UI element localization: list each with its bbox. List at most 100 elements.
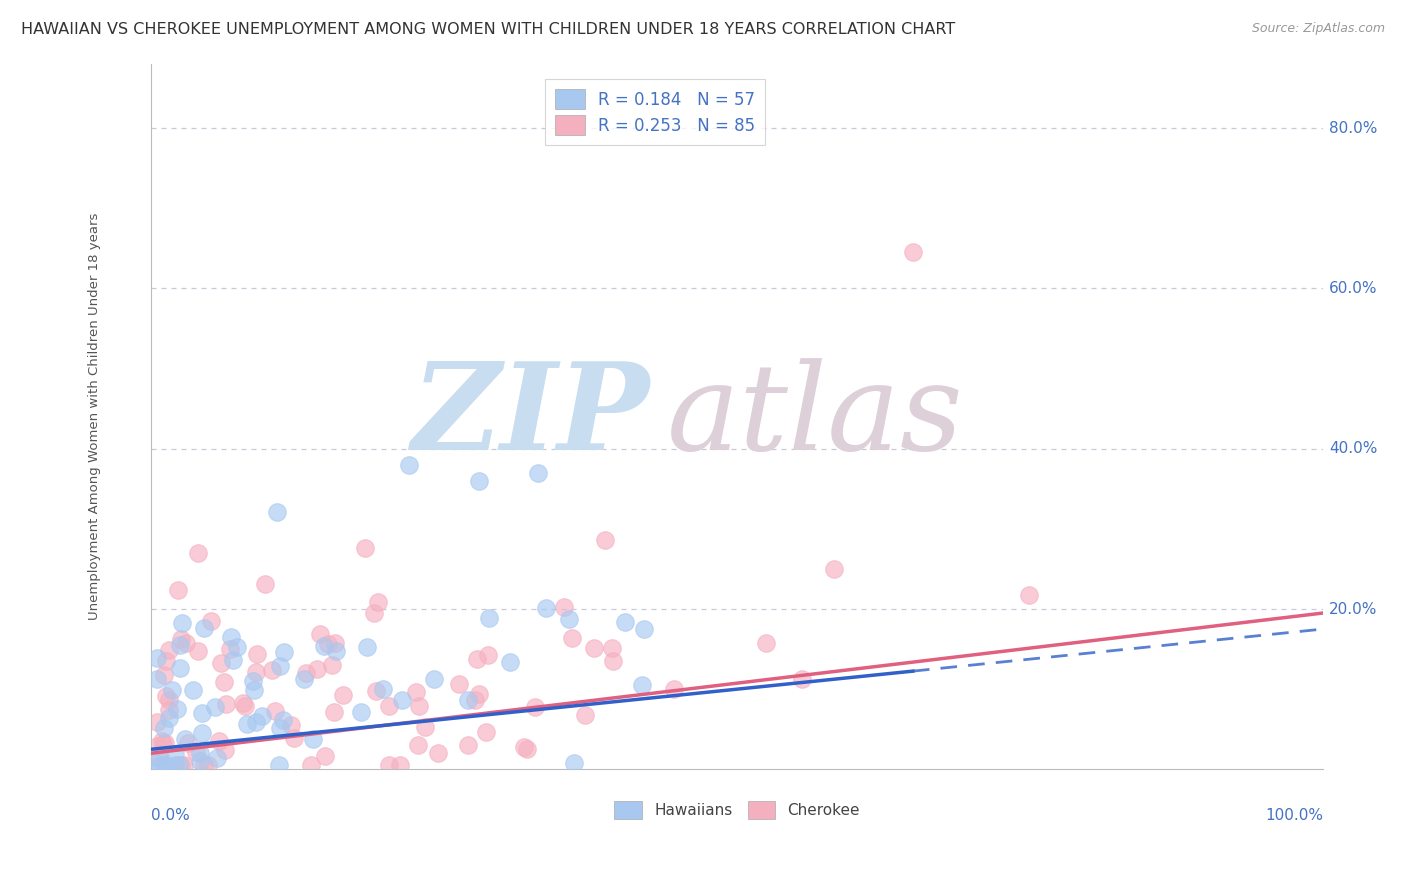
Point bbox=[457, 693, 479, 707]
Point bbox=[146, 751, 169, 765]
Point bbox=[280, 718, 302, 732]
Point bbox=[823, 561, 845, 575]
Point bbox=[159, 711, 181, 725]
Point bbox=[149, 758, 172, 772]
Point bbox=[314, 639, 336, 653]
Point bbox=[166, 702, 188, 716]
Point bbox=[464, 693, 486, 707]
Point bbox=[449, 677, 471, 691]
Point bbox=[176, 736, 198, 750]
Point bbox=[631, 678, 654, 692]
Point bbox=[309, 627, 332, 641]
Text: 40.0%: 40.0% bbox=[1329, 442, 1378, 456]
Point bbox=[148, 750, 170, 764]
Point bbox=[524, 699, 547, 714]
Point bbox=[204, 699, 226, 714]
Point bbox=[389, 758, 412, 772]
Point bbox=[302, 731, 325, 746]
Point bbox=[299, 758, 322, 772]
Point bbox=[162, 682, 184, 697]
Legend: Hawaiians, Cherokee: Hawaiians, Cherokee bbox=[609, 796, 866, 825]
Text: HAWAIIAN VS CHEROKEE UNEMPLOYMENT AMONG WOMEN WITH CHILDREN UNDER 18 YEARS CORRE: HAWAIIAN VS CHEROKEE UNEMPLOYMENT AMONG … bbox=[21, 22, 955, 37]
Point bbox=[209, 657, 232, 671]
Point bbox=[527, 466, 550, 480]
Point bbox=[307, 662, 329, 676]
Point bbox=[558, 612, 581, 626]
Point bbox=[662, 681, 685, 696]
Point bbox=[564, 756, 586, 771]
Point bbox=[146, 673, 169, 687]
Point bbox=[205, 751, 228, 765]
Point bbox=[169, 632, 191, 647]
Point bbox=[266, 505, 288, 519]
Point bbox=[269, 721, 291, 735]
Point bbox=[197, 758, 219, 772]
Point bbox=[366, 683, 388, 698]
Point bbox=[406, 738, 429, 752]
Point bbox=[323, 636, 346, 650]
Point bbox=[163, 747, 186, 762]
Point bbox=[169, 758, 191, 772]
Point bbox=[475, 725, 498, 739]
Point bbox=[152, 737, 174, 751]
Point bbox=[373, 681, 395, 696]
Point bbox=[516, 742, 538, 756]
Text: atlas: atlas bbox=[666, 358, 963, 475]
Point bbox=[193, 621, 215, 635]
Text: 100.0%: 100.0% bbox=[1265, 808, 1323, 823]
Point bbox=[219, 630, 242, 644]
Point bbox=[254, 577, 277, 591]
Point bbox=[181, 683, 204, 698]
Point bbox=[269, 658, 291, 673]
Text: Unemployment Among Women with Children Under 18 years: Unemployment Among Women with Children U… bbox=[89, 213, 101, 620]
Point bbox=[153, 667, 176, 681]
Point bbox=[332, 688, 354, 702]
Point bbox=[582, 640, 605, 655]
Point bbox=[322, 706, 344, 720]
Text: 0.0%: 0.0% bbox=[150, 808, 190, 823]
Point bbox=[214, 743, 236, 757]
Point bbox=[233, 698, 256, 713]
Point bbox=[155, 689, 177, 703]
Point bbox=[200, 614, 222, 628]
Point bbox=[155, 758, 177, 772]
Point bbox=[243, 683, 266, 698]
Point bbox=[169, 638, 191, 652]
Point bbox=[191, 726, 214, 740]
Point bbox=[212, 674, 235, 689]
Point bbox=[283, 731, 305, 746]
Text: 80.0%: 80.0% bbox=[1329, 120, 1378, 136]
Point bbox=[174, 636, 197, 650]
Point bbox=[350, 705, 373, 719]
Point bbox=[232, 696, 254, 710]
Point bbox=[262, 663, 284, 677]
Point bbox=[172, 615, 194, 630]
Point bbox=[354, 541, 377, 556]
Point bbox=[273, 644, 295, 658]
Point bbox=[173, 732, 195, 747]
Point bbox=[169, 661, 191, 675]
Point bbox=[153, 722, 176, 736]
Point bbox=[574, 708, 596, 723]
Point bbox=[408, 698, 430, 713]
Point bbox=[465, 652, 488, 666]
Point bbox=[155, 758, 177, 772]
Point bbox=[166, 583, 188, 598]
Point bbox=[173, 758, 195, 772]
Point bbox=[478, 611, 501, 625]
Point bbox=[498, 655, 520, 669]
Point bbox=[295, 666, 318, 681]
Point bbox=[405, 684, 427, 698]
Point bbox=[215, 697, 238, 711]
Point bbox=[513, 739, 536, 754]
Point bbox=[593, 533, 616, 547]
Point bbox=[614, 615, 637, 630]
Text: ZIP: ZIP bbox=[411, 358, 650, 476]
Point bbox=[188, 747, 211, 761]
Text: Source: ZipAtlas.com: Source: ZipAtlas.com bbox=[1251, 22, 1385, 36]
Point bbox=[602, 640, 624, 655]
Point bbox=[146, 714, 169, 729]
Point bbox=[242, 674, 264, 689]
Point bbox=[159, 702, 181, 716]
Point bbox=[269, 758, 291, 772]
